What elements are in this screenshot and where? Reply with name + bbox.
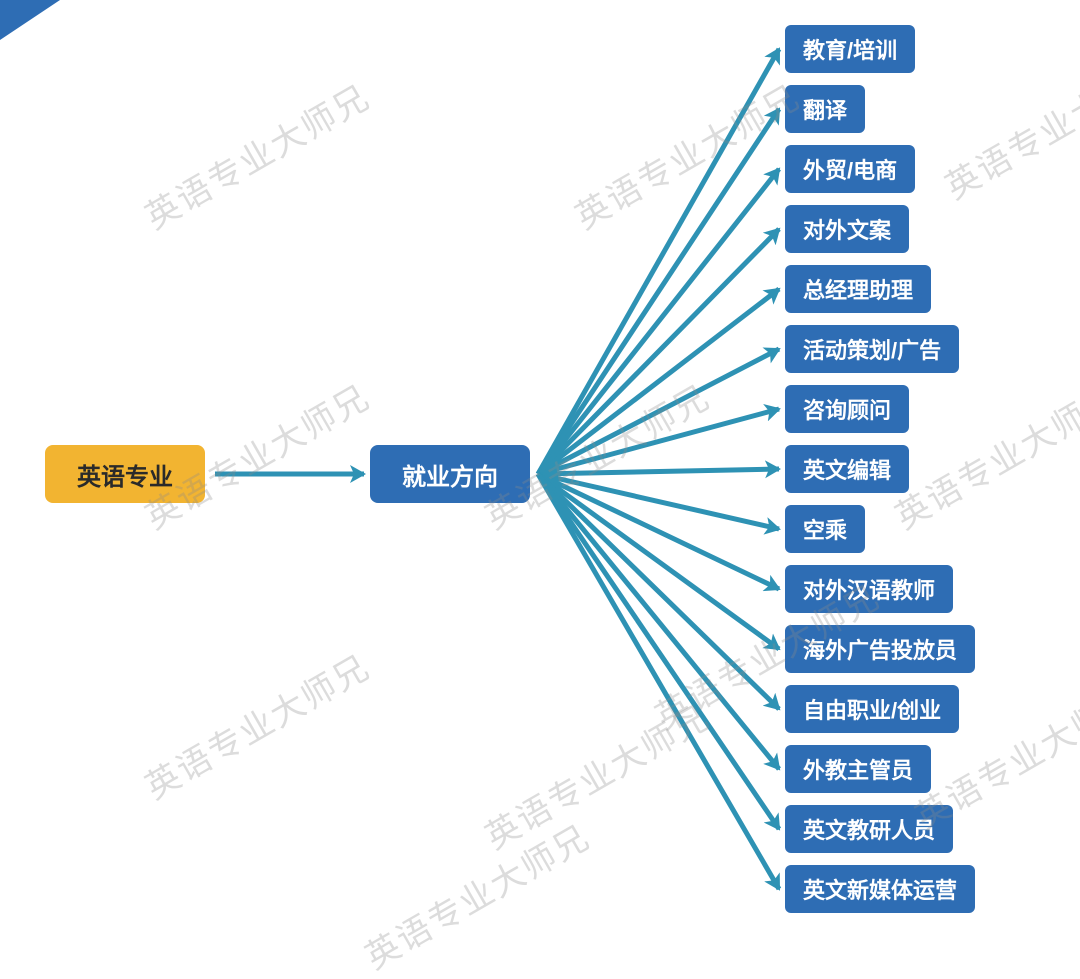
leaf-node: 空乘 [785,505,865,553]
root-node: 英语专业 [45,445,205,503]
leaf-label: 英文编辑 [803,453,891,485]
leaf-node: 英文新媒体运营 [785,865,975,913]
leaf-node: 活动策划/广告 [785,325,959,373]
mid-node: 就业方向 [370,445,530,503]
leaf-label: 总经理助理 [803,273,913,305]
leaf-node: 外贸/电商 [785,145,915,193]
watermark: 英语专业大师兄 [475,690,718,858]
leaf-node: 咨询顾问 [785,385,909,433]
corner-accent [0,0,60,40]
leaf-node: 教育/培训 [785,25,915,73]
leaf-label: 对外汉语教师 [803,573,935,605]
watermark: 英语专业大师兄 [135,70,378,238]
leaf-node: 总经理助理 [785,265,931,313]
leaf-label: 外贸/电商 [803,153,897,185]
root-label: 英语专业 [77,457,173,492]
leaf-label: 空乘 [803,513,847,545]
mid-label: 就业方向 [402,457,498,492]
leaf-node: 对外汉语教师 [785,565,953,613]
watermark: 英语专业大师兄 [355,810,598,978]
leaf-label: 活动策划/广告 [803,333,941,365]
leaf-label: 对外文案 [803,213,891,245]
leaf-label: 教育/培训 [803,33,897,65]
leaf-label: 外教主管员 [803,753,913,785]
leaf-label: 英文新媒体运营 [803,873,957,905]
leaf-label: 海外广告投放员 [803,633,957,665]
watermark: 英语专业大师兄 [565,70,808,238]
leaf-node: 英文编辑 [785,445,909,493]
leaf-node: 翻译 [785,85,865,133]
leaf-node: 外教主管员 [785,745,931,793]
leaf-node: 英文教研人员 [785,805,953,853]
leaf-node: 对外文案 [785,205,909,253]
watermark: 英语专业大师兄 [135,640,378,808]
leaf-label: 自由职业/创业 [803,693,941,725]
leaf-node: 自由职业/创业 [785,685,959,733]
leaf-label: 翻译 [803,93,847,125]
leaf-label: 咨询顾问 [803,393,891,425]
watermark: 英语专业大师兄 [885,370,1080,538]
watermark: 英语专业大师兄 [935,40,1080,208]
leaf-label: 英文教研人员 [803,813,935,845]
leaf-node: 海外广告投放员 [785,625,975,673]
